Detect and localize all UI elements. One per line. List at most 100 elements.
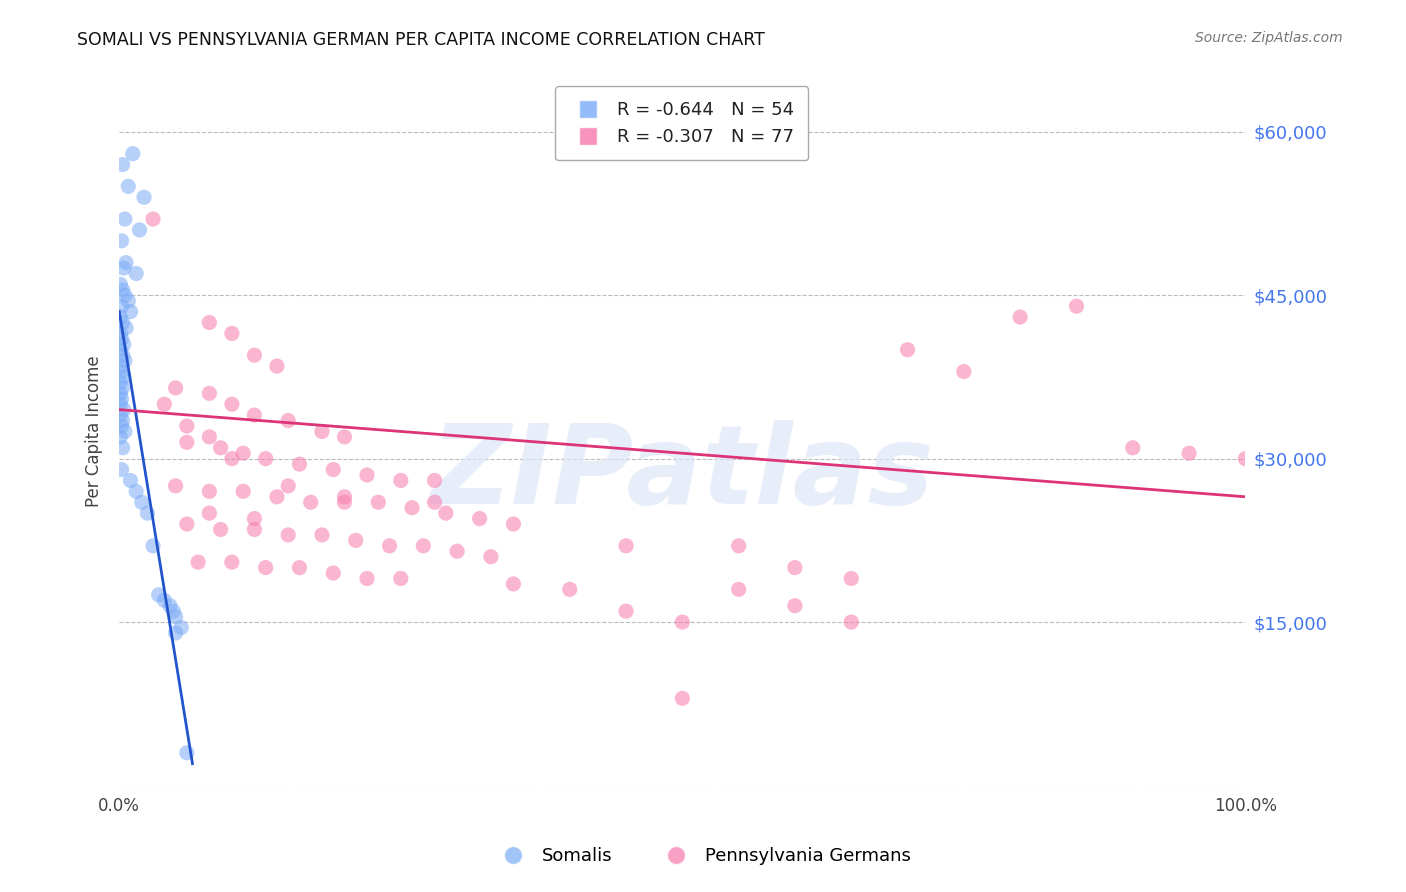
- Point: [148, 588, 170, 602]
- Point: [1010, 310, 1032, 324]
- Point: [221, 326, 243, 341]
- Point: [221, 555, 243, 569]
- Point: [232, 446, 254, 460]
- Point: [170, 620, 193, 634]
- Point: [165, 479, 187, 493]
- Point: [128, 223, 150, 237]
- Point: [159, 599, 181, 613]
- Point: [165, 609, 187, 624]
- Point: [727, 539, 749, 553]
- Point: [117, 179, 139, 194]
- Point: [110, 397, 132, 411]
- Point: [209, 523, 232, 537]
- Point: [165, 381, 187, 395]
- Point: [198, 316, 221, 330]
- Point: [117, 293, 139, 308]
- Point: [479, 549, 502, 564]
- Point: [412, 539, 434, 553]
- Point: [671, 615, 693, 629]
- Point: [115, 321, 138, 335]
- Point: [114, 353, 136, 368]
- Point: [1122, 441, 1144, 455]
- Point: [423, 495, 446, 509]
- Legend: Somalis, Pennsylvania Germans: Somalis, Pennsylvania Germans: [488, 840, 918, 872]
- Point: [953, 365, 976, 379]
- Point: [110, 277, 132, 292]
- Point: [502, 577, 524, 591]
- Point: [111, 283, 134, 297]
- Point: [110, 462, 132, 476]
- Point: [114, 288, 136, 302]
- Point: [614, 604, 637, 618]
- Point: [110, 359, 132, 373]
- Point: [243, 348, 266, 362]
- Point: [162, 604, 184, 618]
- Point: [614, 539, 637, 553]
- Point: [468, 511, 491, 525]
- Point: [110, 332, 132, 346]
- Point: [333, 495, 356, 509]
- Point: [125, 267, 148, 281]
- Point: [114, 425, 136, 439]
- Point: [115, 255, 138, 269]
- Point: [176, 516, 198, 531]
- Text: Source: ZipAtlas.com: Source: ZipAtlas.com: [1195, 31, 1343, 45]
- Point: [299, 495, 322, 509]
- Point: [727, 582, 749, 597]
- Point: [378, 539, 401, 553]
- Point: [142, 212, 165, 227]
- Point: [266, 359, 288, 373]
- Point: [333, 490, 356, 504]
- Point: [111, 413, 134, 427]
- Point: [254, 560, 277, 574]
- Point: [112, 370, 135, 384]
- Point: [125, 484, 148, 499]
- Point: [356, 468, 378, 483]
- Point: [367, 495, 389, 509]
- Point: [401, 500, 423, 515]
- Point: [110, 365, 132, 379]
- Point: [112, 402, 135, 417]
- Y-axis label: Per Capita Income: Per Capita Income: [86, 356, 103, 508]
- Point: [176, 419, 198, 434]
- Point: [110, 386, 132, 401]
- Point: [110, 310, 132, 324]
- Point: [198, 386, 221, 401]
- Point: [136, 506, 159, 520]
- Point: [110, 343, 132, 357]
- Point: [142, 539, 165, 553]
- Point: [839, 572, 862, 586]
- Text: SOMALI VS PENNSYLVANIA GERMAN PER CAPITA INCOME CORRELATION CHART: SOMALI VS PENNSYLVANIA GERMAN PER CAPITA…: [77, 31, 765, 49]
- Point: [111, 316, 134, 330]
- Point: [1178, 446, 1201, 460]
- Point: [311, 528, 333, 542]
- Point: [277, 479, 299, 493]
- Point: [558, 582, 581, 597]
- Point: [110, 430, 132, 444]
- Point: [165, 626, 187, 640]
- Point: [423, 474, 446, 488]
- Point: [120, 304, 142, 318]
- Point: [176, 435, 198, 450]
- Point: [209, 441, 232, 455]
- Point: [1066, 299, 1088, 313]
- Point: [110, 326, 132, 341]
- Point: [198, 484, 221, 499]
- Point: [131, 495, 153, 509]
- Point: [110, 419, 132, 434]
- Point: [221, 451, 243, 466]
- Point: [243, 408, 266, 422]
- Point: [110, 392, 132, 406]
- Point: [110, 376, 132, 390]
- Text: ZIPatlas: ZIPatlas: [430, 420, 934, 527]
- Point: [120, 474, 142, 488]
- Point: [114, 212, 136, 227]
- Point: [112, 261, 135, 276]
- Point: [322, 462, 344, 476]
- Point: [389, 572, 412, 586]
- Point: [111, 441, 134, 455]
- Point: [176, 746, 198, 760]
- Point: [153, 397, 176, 411]
- Point: [243, 523, 266, 537]
- Point: [110, 408, 132, 422]
